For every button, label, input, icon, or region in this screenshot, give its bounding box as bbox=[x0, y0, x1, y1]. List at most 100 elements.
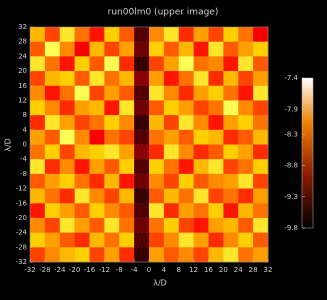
heatmap-cell bbox=[119, 188, 135, 204]
heatmap-cell bbox=[104, 27, 120, 42]
heatmap-cell bbox=[163, 100, 180, 116]
heatmap-cell bbox=[193, 71, 209, 87]
heatmap-cell bbox=[208, 85, 224, 101]
heatmap-cell bbox=[44, 159, 61, 175]
heatmap-cell bbox=[223, 159, 239, 175]
heatmap-cell bbox=[89, 217, 105, 233]
heatmap-cell bbox=[104, 203, 120, 219]
heatmap-cell bbox=[149, 41, 165, 57]
heatmap-cell bbox=[163, 41, 180, 57]
heatmap-cell bbox=[59, 188, 75, 204]
heatmap-cell bbox=[238, 159, 254, 175]
heatmap-cell bbox=[223, 100, 239, 116]
heatmap-cell bbox=[253, 56, 269, 72]
heatmap-cell bbox=[193, 203, 209, 219]
heatmap-cell bbox=[193, 144, 209, 160]
heatmap-cell bbox=[223, 203, 239, 219]
heatmap-cell bbox=[208, 159, 224, 175]
heatmap-cell bbox=[223, 56, 239, 72]
heatmap-cell bbox=[208, 247, 224, 263]
heatmap-cell bbox=[30, 173, 46, 189]
colorbar-tick-label: -9.3 bbox=[284, 193, 298, 201]
heatmap-cell bbox=[119, 41, 135, 57]
heatmap-cell bbox=[104, 71, 120, 87]
heatmap-cell bbox=[59, 144, 75, 160]
heatmap-cell bbox=[59, 203, 75, 219]
heatmap-cell bbox=[238, 56, 254, 72]
heatmap-cell bbox=[134, 27, 150, 42]
heatmap-cell bbox=[104, 56, 120, 72]
heatmap-cell bbox=[253, 203, 269, 219]
heatmap-cell bbox=[178, 27, 194, 42]
heatmap-cell bbox=[59, 85, 75, 101]
heatmap-cell bbox=[89, 144, 105, 160]
heatmap-cell bbox=[178, 71, 194, 87]
heatmap-cell bbox=[163, 159, 180, 175]
heatmap-cell bbox=[134, 85, 150, 101]
heatmap-cell bbox=[89, 41, 105, 57]
heatmap-cell bbox=[119, 85, 135, 101]
heatmap-cell bbox=[134, 173, 150, 189]
heatmap-cell bbox=[178, 188, 194, 204]
heatmap-cell bbox=[44, 188, 61, 204]
x-tick-label: 4 bbox=[162, 266, 167, 274]
heatmap-cell bbox=[178, 115, 194, 131]
heatmap-cell bbox=[149, 56, 165, 72]
heatmap-cell bbox=[89, 56, 105, 72]
heatmap-cell bbox=[134, 144, 150, 160]
y-tick-label: -8 bbox=[20, 170, 27, 178]
heatmap-cell bbox=[134, 71, 150, 87]
heatmap-cell bbox=[253, 85, 269, 101]
heatmap-cell bbox=[253, 71, 269, 87]
heatmap-cell bbox=[238, 100, 254, 116]
heatmap-cell bbox=[149, 217, 165, 233]
heatmap-cell bbox=[223, 247, 239, 263]
x-tick-label: -16 bbox=[84, 266, 96, 274]
heatmap-cell bbox=[74, 41, 90, 57]
heatmap-cell bbox=[208, 203, 224, 219]
heatmap-cell bbox=[238, 203, 254, 219]
heatmap-cell bbox=[238, 144, 254, 160]
heatmap-cell bbox=[74, 27, 90, 42]
heatmap-cell bbox=[238, 173, 254, 189]
x-tick-label: -28 bbox=[39, 266, 50, 274]
heatmap-cell bbox=[74, 56, 90, 72]
heatmap-cell bbox=[193, 217, 209, 233]
heatmap-cell bbox=[74, 115, 90, 131]
heatmap-cell bbox=[223, 71, 239, 87]
heatmap-cell bbox=[30, 100, 46, 116]
heatmap-cell bbox=[59, 27, 75, 42]
heatmap-cell bbox=[89, 129, 105, 145]
heatmap-cell bbox=[44, 217, 61, 233]
heatmap-cell bbox=[44, 232, 61, 248]
heatmap-cell bbox=[104, 85, 120, 101]
heatmap-cell bbox=[149, 100, 165, 116]
heatmap-cell bbox=[89, 100, 105, 116]
heatmap-cell bbox=[89, 27, 105, 42]
heatmap-cell bbox=[238, 247, 254, 263]
heatmap-cell bbox=[163, 71, 180, 87]
y-tick-label: -20 bbox=[16, 214, 27, 222]
heatmap-cell bbox=[30, 217, 46, 233]
heatmap-cell bbox=[223, 41, 239, 57]
heatmap-cell bbox=[104, 129, 120, 145]
heatmap-cell bbox=[74, 232, 90, 248]
heatmap-cell bbox=[89, 203, 105, 219]
heatmap-cell bbox=[163, 129, 180, 145]
heatmap-cell bbox=[30, 129, 46, 145]
heatmap-cell bbox=[149, 247, 165, 263]
heatmap-cell bbox=[223, 173, 239, 189]
heatmap-cell bbox=[59, 129, 75, 145]
heatmap-cell bbox=[74, 203, 90, 219]
y-tick-label: 8 bbox=[23, 111, 27, 119]
heatmap-cell bbox=[104, 232, 120, 248]
heatmap-cell bbox=[253, 144, 269, 160]
heatmap-cell bbox=[89, 247, 105, 263]
heatmap-cell bbox=[30, 203, 46, 219]
heatmap-cell bbox=[30, 27, 46, 42]
x-tick-label: 28 bbox=[249, 266, 258, 274]
y-tick-label: 4 bbox=[23, 126, 28, 134]
heatmap-cell bbox=[238, 188, 254, 204]
heatmap-cell bbox=[163, 56, 180, 72]
heatmap-cell bbox=[119, 217, 135, 233]
